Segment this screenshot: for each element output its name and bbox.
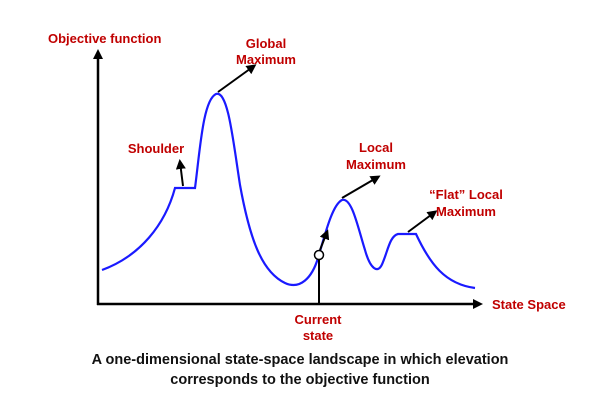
flat-local-max-arrow <box>407 210 438 233</box>
landscape-curve <box>101 92 476 290</box>
global-max-arrow <box>217 64 257 93</box>
global-max-label-2: Maximum <box>236 52 296 67</box>
local-max-arrow <box>341 175 381 199</box>
local-max-label-1: Local <box>359 140 393 155</box>
current-state-label-1: Current <box>295 312 343 327</box>
global-max-label-1: Global <box>246 36 286 51</box>
current-state-arrow <box>319 229 330 251</box>
y-axis-label: Objective function <box>48 31 161 46</box>
local-max-label-2: Maximum <box>346 157 406 172</box>
flat-local-max-label-1: “Flat” Local <box>429 187 503 202</box>
caption-line-1: A one-dimensional state-space landscape … <box>91 352 509 368</box>
current-state-label-2: state <box>303 328 333 343</box>
caption: A one-dimensional state-space landscape … <box>0 350 600 390</box>
current-state-marker <box>313 249 325 261</box>
shoulder-label: Shoulder <box>128 141 184 156</box>
caption-line-2: corresponds to the objective function <box>170 372 430 388</box>
shoulder-arrow <box>175 159 186 187</box>
x-axis-label: State Space <box>492 297 566 312</box>
flat-local-max-label-2: Maximum <box>436 204 496 219</box>
